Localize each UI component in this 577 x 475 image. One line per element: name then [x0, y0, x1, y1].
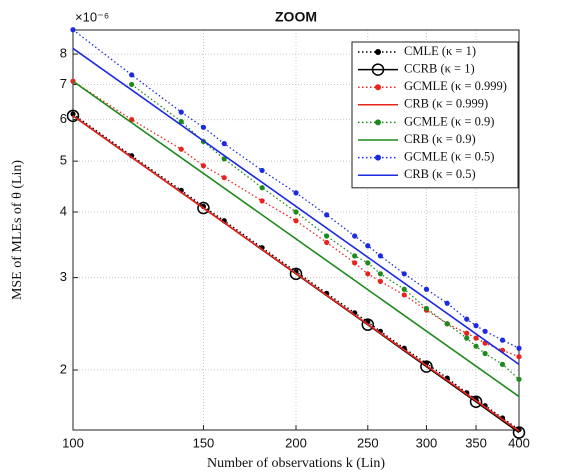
point [178, 146, 184, 152]
point [464, 330, 470, 336]
series-line [72, 47, 520, 366]
point [377, 253, 384, 259]
x-tick-label: 250 [357, 435, 379, 450]
point [352, 260, 358, 266]
y-tick-label: 5 [60, 153, 67, 168]
legend-label: CRB (κ = 0.9) [404, 132, 476, 146]
point [423, 286, 430, 292]
point [293, 218, 299, 224]
plot-frame [72, 29, 520, 431]
point [352, 253, 358, 259]
point [516, 354, 522, 360]
point [70, 27, 76, 33]
point [401, 292, 407, 298]
point [464, 316, 470, 322]
point [365, 243, 371, 249]
y-tick-label: 8 [60, 45, 67, 60]
series-line [72, 115, 520, 432]
y-tick-label: 4 [60, 203, 67, 218]
point [377, 278, 384, 285]
point [129, 81, 135, 88]
point [401, 271, 407, 277]
point [365, 271, 371, 277]
x-tick-label: 150 [193, 435, 215, 450]
point [377, 271, 384, 277]
legend-box [351, 41, 519, 189]
legend-marker [371, 63, 385, 76]
y-tick-label: 3 [60, 269, 67, 284]
legend: CMLE (κ = 1) CCRB (κ = 1) GCMLE (κ = 0.999… [351, 41, 519, 189]
point [293, 209, 299, 215]
point [464, 335, 470, 341]
point [293, 190, 299, 196]
point [516, 345, 522, 351]
y-tick-label: 2 [60, 361, 67, 376]
point [221, 175, 227, 181]
x-tick-label: 350 [465, 435, 487, 450]
point [259, 167, 265, 174]
point [361, 318, 375, 331]
point [499, 337, 506, 343]
point [178, 109, 184, 115]
point [482, 350, 488, 357]
point [420, 360, 433, 373]
point [324, 212, 330, 218]
point [200, 163, 207, 169]
y-tick-label: 6 [60, 111, 67, 126]
point [178, 118, 184, 125]
point [289, 267, 303, 281]
point [324, 233, 330, 239]
point [473, 323, 479, 329]
point [66, 109, 80, 123]
point [352, 233, 358, 239]
legend-label: CRB (κ = 0.999) [404, 97, 488, 111]
legend-label: GCMLE (κ = 0.999) [404, 79, 507, 93]
y-exponent: ×10⁻⁶ [75, 9, 109, 24]
legend-marker [375, 84, 381, 91]
series-line [72, 80, 520, 398]
x-tick-label: 100 [62, 435, 84, 450]
point [259, 185, 265, 191]
point [221, 141, 227, 147]
point [499, 361, 506, 367]
point [512, 426, 526, 439]
point [129, 72, 135, 78]
y-axis-label: MSE of MLEs of θ (Lin) [10, 160, 25, 300]
legend-label: CRB (κ = 0.5) [404, 167, 476, 181]
point [473, 335, 479, 341]
legend-label: CCRB (κ = 1) [404, 61, 475, 75]
x-tick-label: 200 [285, 435, 307, 450]
point [423, 305, 430, 312]
point [444, 321, 450, 327]
legend-label: GCMLE (κ = 0.5) [404, 149, 494, 163]
point [401, 286, 407, 292]
point [469, 395, 483, 408]
point [482, 328, 488, 334]
series-line [131, 83, 520, 380]
point [365, 260, 371, 266]
x-tick-label: 400 [508, 435, 530, 450]
point [516, 376, 522, 382]
chart-title: ZOOM [275, 9, 317, 25]
point [259, 198, 265, 204]
point [200, 124, 207, 130]
point [70, 111, 76, 117]
point [197, 201, 210, 215]
point [324, 239, 330, 246]
point [221, 156, 227, 162]
x-axis-label: Number of observations k (Lin) [207, 456, 385, 471]
legend-label: CMLE (κ = 1) [404, 44, 476, 58]
x-tick-label: 300 [416, 435, 438, 450]
point [444, 300, 450, 306]
legend-marker [375, 49, 381, 55]
legend-marker [375, 119, 381, 126]
legend-marker [375, 154, 381, 161]
point [473, 343, 479, 349]
y-tick-label: 7 [60, 76, 67, 91]
legend-label: GCMLE (κ = 0.9) [404, 114, 494, 128]
